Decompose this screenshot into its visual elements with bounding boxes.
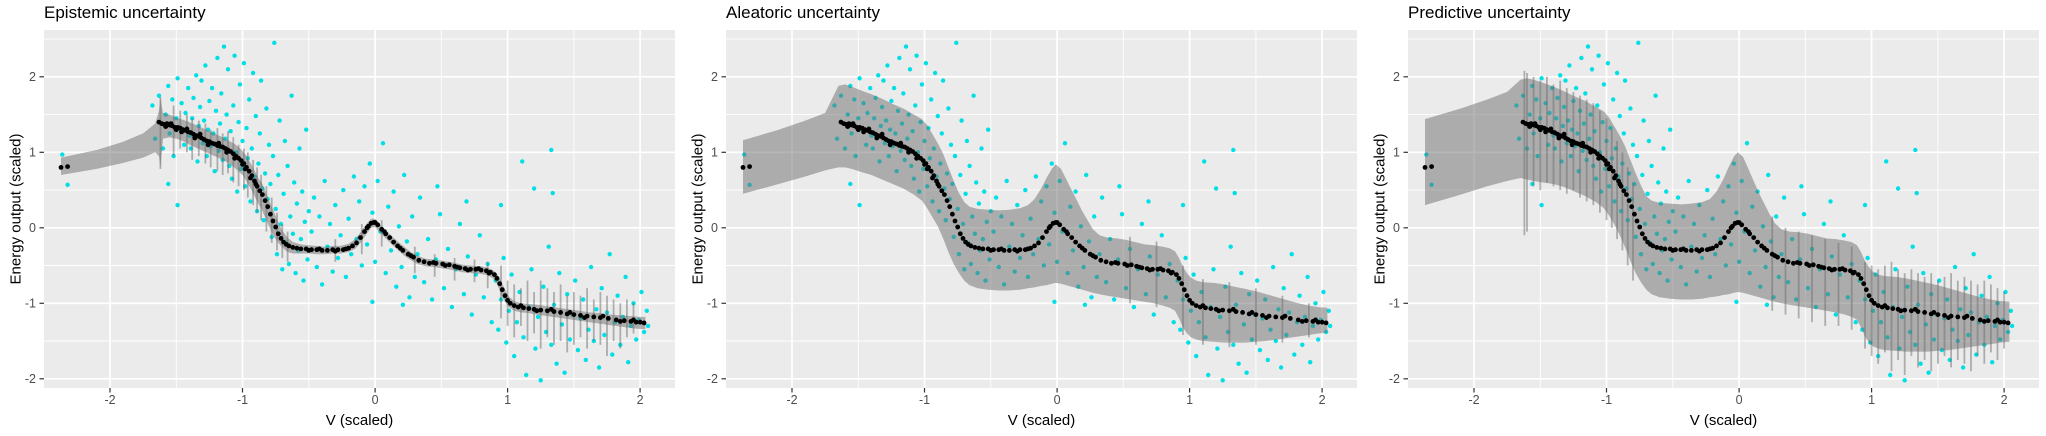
aleatoric-plot: -2 -1 0 1 2 -2 -1 0 1 2 xyxy=(707,30,1357,407)
svg-text:-1: -1 xyxy=(1389,297,1400,311)
svg-text:-2: -2 xyxy=(786,393,797,407)
svg-text:-2: -2 xyxy=(104,393,115,407)
epistemic-plot: -2 -1 0 1 2 -2 -1 0 1 2 xyxy=(25,30,675,407)
svg-text:0: 0 xyxy=(29,221,36,235)
predictive-plot: -2 -1 0 1 2 -2 -1 0 1 2 xyxy=(1389,30,2039,407)
panel-aleatoric: Aleatoric uncertainty Energy output (sca… xyxy=(682,0,1364,436)
panel-title: Aleatoric uncertainty xyxy=(726,3,881,22)
svg-text:0: 0 xyxy=(1393,221,1400,235)
svg-text:-2: -2 xyxy=(1389,372,1400,386)
svg-text:2: 2 xyxy=(29,70,36,84)
svg-text:-2: -2 xyxy=(1468,393,1479,407)
svg-text:-2: -2 xyxy=(25,372,36,386)
x-axis-title: V (scaled) xyxy=(1007,412,1076,429)
panel-predictive: Predictive uncertainty Energy output (sc… xyxy=(1364,0,2046,436)
svg-text:0: 0 xyxy=(372,393,379,407)
svg-text:-1: -1 xyxy=(1601,393,1612,407)
svg-text:1: 1 xyxy=(1868,393,1875,407)
svg-text:0: 0 xyxy=(1736,393,1743,407)
svg-text:2: 2 xyxy=(1319,393,1326,407)
svg-text:0: 0 xyxy=(1054,393,1061,407)
x-axis-title: V (scaled) xyxy=(325,412,394,429)
svg-text:-1: -1 xyxy=(707,297,718,311)
panel-epistemic: Epistemic uncertainty Energy output (sca… xyxy=(0,0,682,436)
svg-text:-1: -1 xyxy=(25,297,36,311)
svg-text:2: 2 xyxy=(1393,70,1400,84)
x-axis-title: V (scaled) xyxy=(1689,412,1758,429)
svg-text:2: 2 xyxy=(711,70,718,84)
svg-text:1: 1 xyxy=(29,146,36,160)
svg-text:2: 2 xyxy=(2001,393,2008,407)
svg-text:0: 0 xyxy=(711,221,718,235)
svg-text:-1: -1 xyxy=(237,393,248,407)
panel-title: Epistemic uncertainty xyxy=(44,3,206,22)
svg-text:1: 1 xyxy=(1393,146,1400,160)
svg-text:1: 1 xyxy=(504,393,511,407)
svg-text:-2: -2 xyxy=(707,372,718,386)
svg-text:1: 1 xyxy=(711,146,718,160)
svg-text:1: 1 xyxy=(1186,393,1193,407)
svg-text:-1: -1 xyxy=(919,393,930,407)
svg-text:2: 2 xyxy=(637,393,644,407)
panel-title: Predictive uncertainty xyxy=(1408,3,1571,22)
